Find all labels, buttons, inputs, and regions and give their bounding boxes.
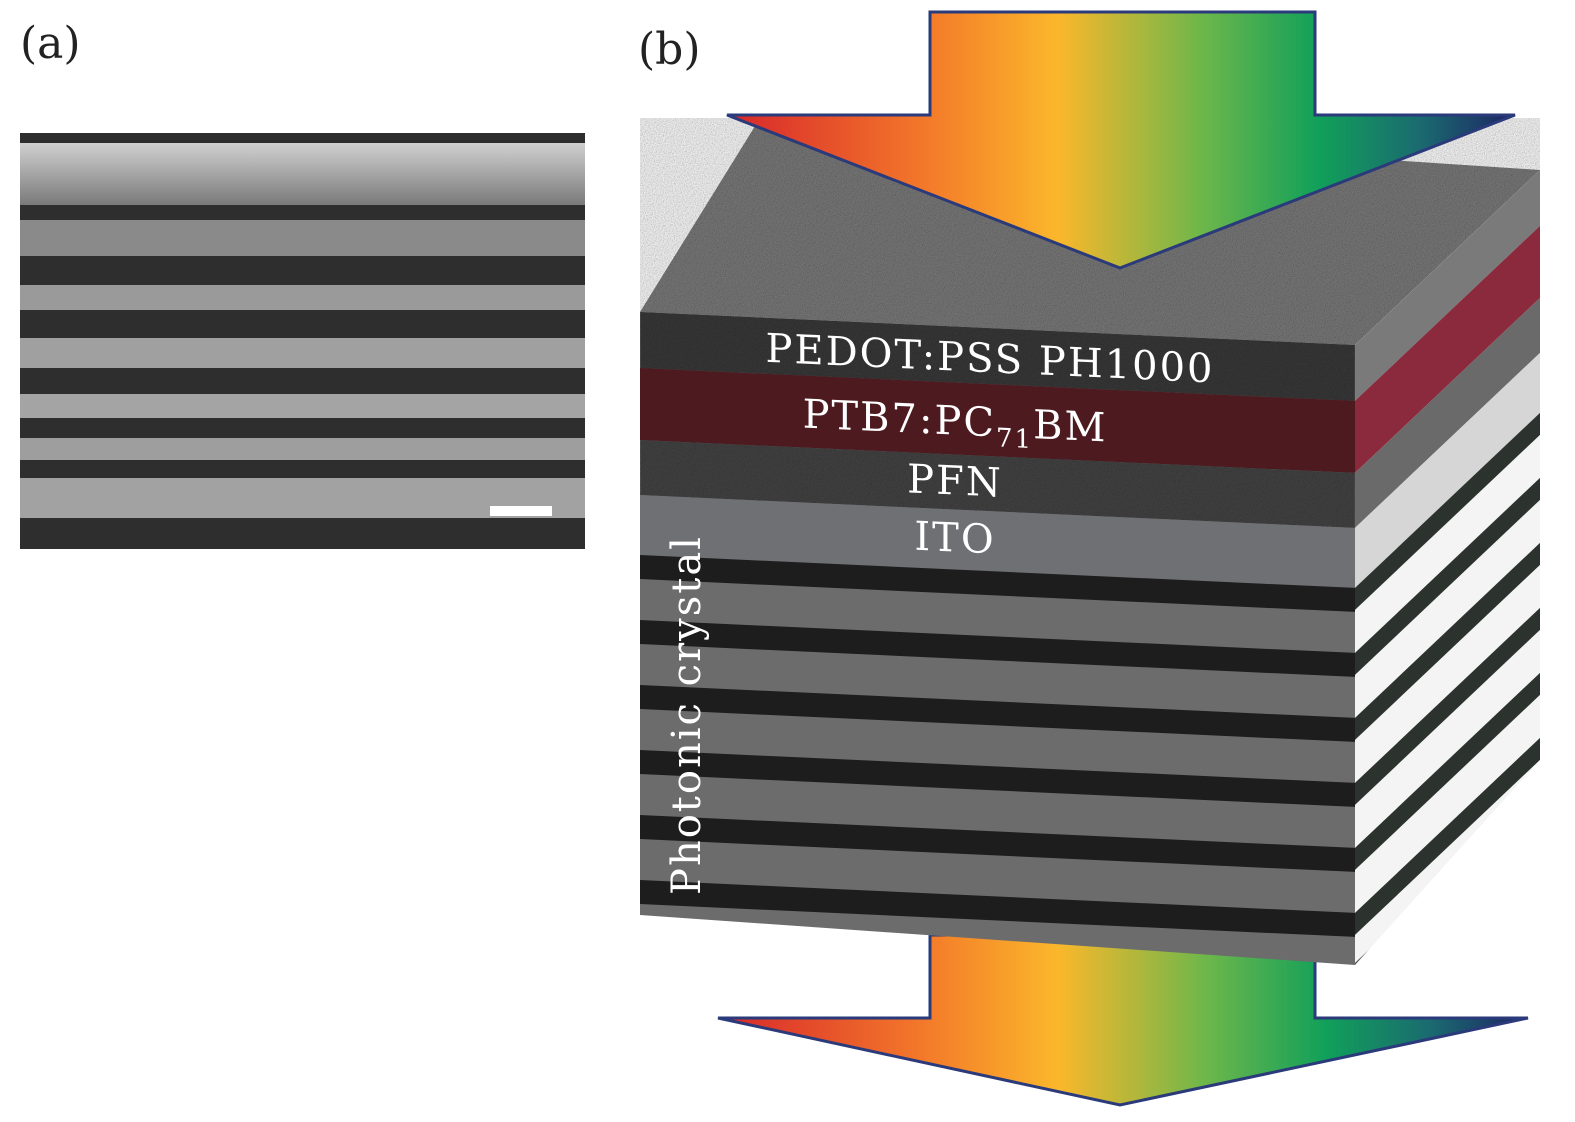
side-label: Photonic crystal [664, 535, 710, 895]
panel-label: (b) [638, 24, 701, 75]
light-out-arrow [717, 933, 1529, 1107]
sem-image [20, 133, 585, 549]
cube-front: PEDOT:PSS PH1000 PTB7:PC71BM PFN ITO [640, 312, 1355, 965]
layer-label: PTB7:PC71BM [803, 392, 1108, 459]
label-part: BM [1033, 402, 1107, 451]
cube-side [1355, 170, 1540, 965]
layer-label: ITO [914, 514, 995, 564]
panel-label: (a) [20, 18, 81, 69]
light-in-arrow [726, 10, 1516, 270]
label-subscript: 71 [996, 423, 1033, 455]
label-part: PTB7:PC [803, 392, 996, 447]
scale-bar [490, 506, 552, 516]
layer-label: PFN [907, 456, 1003, 506]
